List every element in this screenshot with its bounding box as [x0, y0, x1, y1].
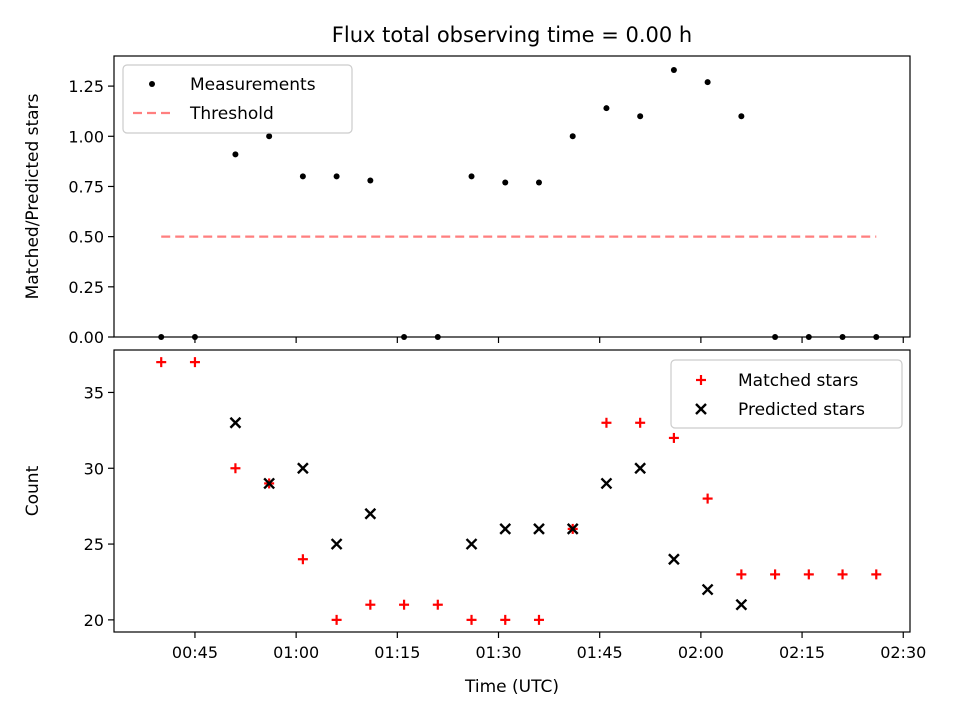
matched-star-marker [230, 463, 241, 474]
measurement-point [502, 179, 509, 186]
x-tick-label: 02:00 [678, 643, 724, 662]
y-axis-label: Matched/Predicted stars [23, 93, 43, 299]
measurement-point [670, 67, 677, 74]
matched-star-marker [770, 569, 781, 580]
legend: Matched stars Predicted stars [670, 359, 903, 429]
x-axis-label: Time (UTC) [464, 677, 559, 697]
matched-star-marker [399, 599, 410, 610]
legend-label-predicted: Predicted stars [738, 400, 865, 420]
x-tick-label: 01:45 [577, 643, 623, 662]
x-tick-label: 02:30 [880, 643, 926, 662]
y-tick-label: 1.25 [68, 77, 104, 96]
y-tick-label: 25 [84, 535, 104, 554]
predicted-star-marker [701, 583, 714, 596]
matched-star-marker [702, 493, 713, 504]
measurement-point [535, 179, 542, 186]
legend-predicted-marker [695, 403, 707, 415]
predicted-star-marker [735, 598, 748, 611]
predicted-star-marker [499, 523, 512, 535]
y-tick-label: 30 [84, 459, 104, 478]
legend-matched-marker [696, 375, 706, 385]
matched-star-marker [500, 614, 511, 625]
measurement-point [468, 173, 475, 180]
matched-star-marker [533, 614, 544, 625]
predicted-star-marker [364, 507, 377, 520]
measurement-point [704, 79, 711, 86]
predicted-star-marker [229, 416, 242, 429]
measurement-point [637, 113, 644, 120]
y-tick-label: 20 [84, 611, 104, 630]
matched-star-marker [635, 417, 646, 428]
predicted-star-marker [634, 462, 647, 475]
x-tick-label: 01:00 [273, 643, 319, 662]
y-tick-label: 1.00 [68, 127, 104, 146]
predicted-star-marker [668, 553, 680, 566]
matched-star-marker [297, 554, 308, 565]
x-tick-label: 02:15 [779, 643, 825, 662]
matched-star-marker [601, 417, 612, 428]
matched-star-marker [156, 357, 167, 368]
chart-title: Flux total observing time = 0.00 h [332, 23, 692, 47]
x-tick-label: 01:30 [475, 643, 521, 662]
predicted-star-marker [330, 538, 343, 550]
predicted-star-marker [566, 523, 579, 535]
matched-star-marker [189, 357, 200, 368]
measurement-point [738, 113, 745, 120]
predicted-star-marker [600, 477, 613, 490]
matched-star-marker [365, 599, 376, 610]
x-tick-label: 01:15 [374, 643, 420, 662]
axes-frame [113, 349, 911, 633]
legend-label-threshold: Threshold [189, 104, 274, 124]
bottom-plot: 20 25 30 35 00:45 01:00 01:15 01:30 01:45 02:00 02… [23, 349, 926, 697]
legend-box [122, 64, 353, 134]
predicted-star-marker [263, 477, 276, 490]
measurement-point [569, 133, 576, 140]
measurement-point [333, 173, 340, 180]
x-tick-label: 00:45 [172, 643, 218, 662]
matched-star-marker [803, 569, 814, 580]
matched-star-marker [432, 599, 443, 610]
matched-star-marker [871, 569, 882, 580]
matched-star-marker [331, 614, 342, 625]
y-tick-label: 0.50 [68, 228, 104, 247]
legend-box [670, 359, 903, 429]
legend-label-measurements: Measurements [190, 75, 316, 95]
legend-measurement-marker [149, 81, 155, 87]
predicted-star-marker [297, 462, 309, 475]
predicted-star-marker [465, 538, 478, 550]
y-axis-label: Count [23, 465, 43, 516]
legend-label-matched: Matched stars [738, 371, 858, 391]
measurement-point [299, 173, 306, 180]
measurement-point [367, 177, 374, 184]
top-plot: 0.00 0.25 0.50 0.75 1.00 1.25 Matched/Predicte… [23, 55, 911, 347]
measurement-point [266, 133, 273, 140]
y-tick-label: 0.25 [68, 278, 104, 297]
matched-star-marker [466, 614, 477, 625]
predicted-star-marker [533, 523, 545, 535]
axes-frame [113, 55, 911, 338]
matched-star-marker [668, 432, 679, 443]
measurement-point [603, 105, 610, 112]
matched-star-marker [837, 569, 848, 580]
y-tick-label: 0.75 [68, 177, 104, 196]
measurement-point [232, 151, 239, 158]
matched-star-marker [736, 569, 747, 580]
legend: Measurements Threshold [122, 64, 353, 134]
y-tick-label: 35 [84, 383, 104, 402]
y-tick-label: 0.00 [68, 328, 104, 347]
